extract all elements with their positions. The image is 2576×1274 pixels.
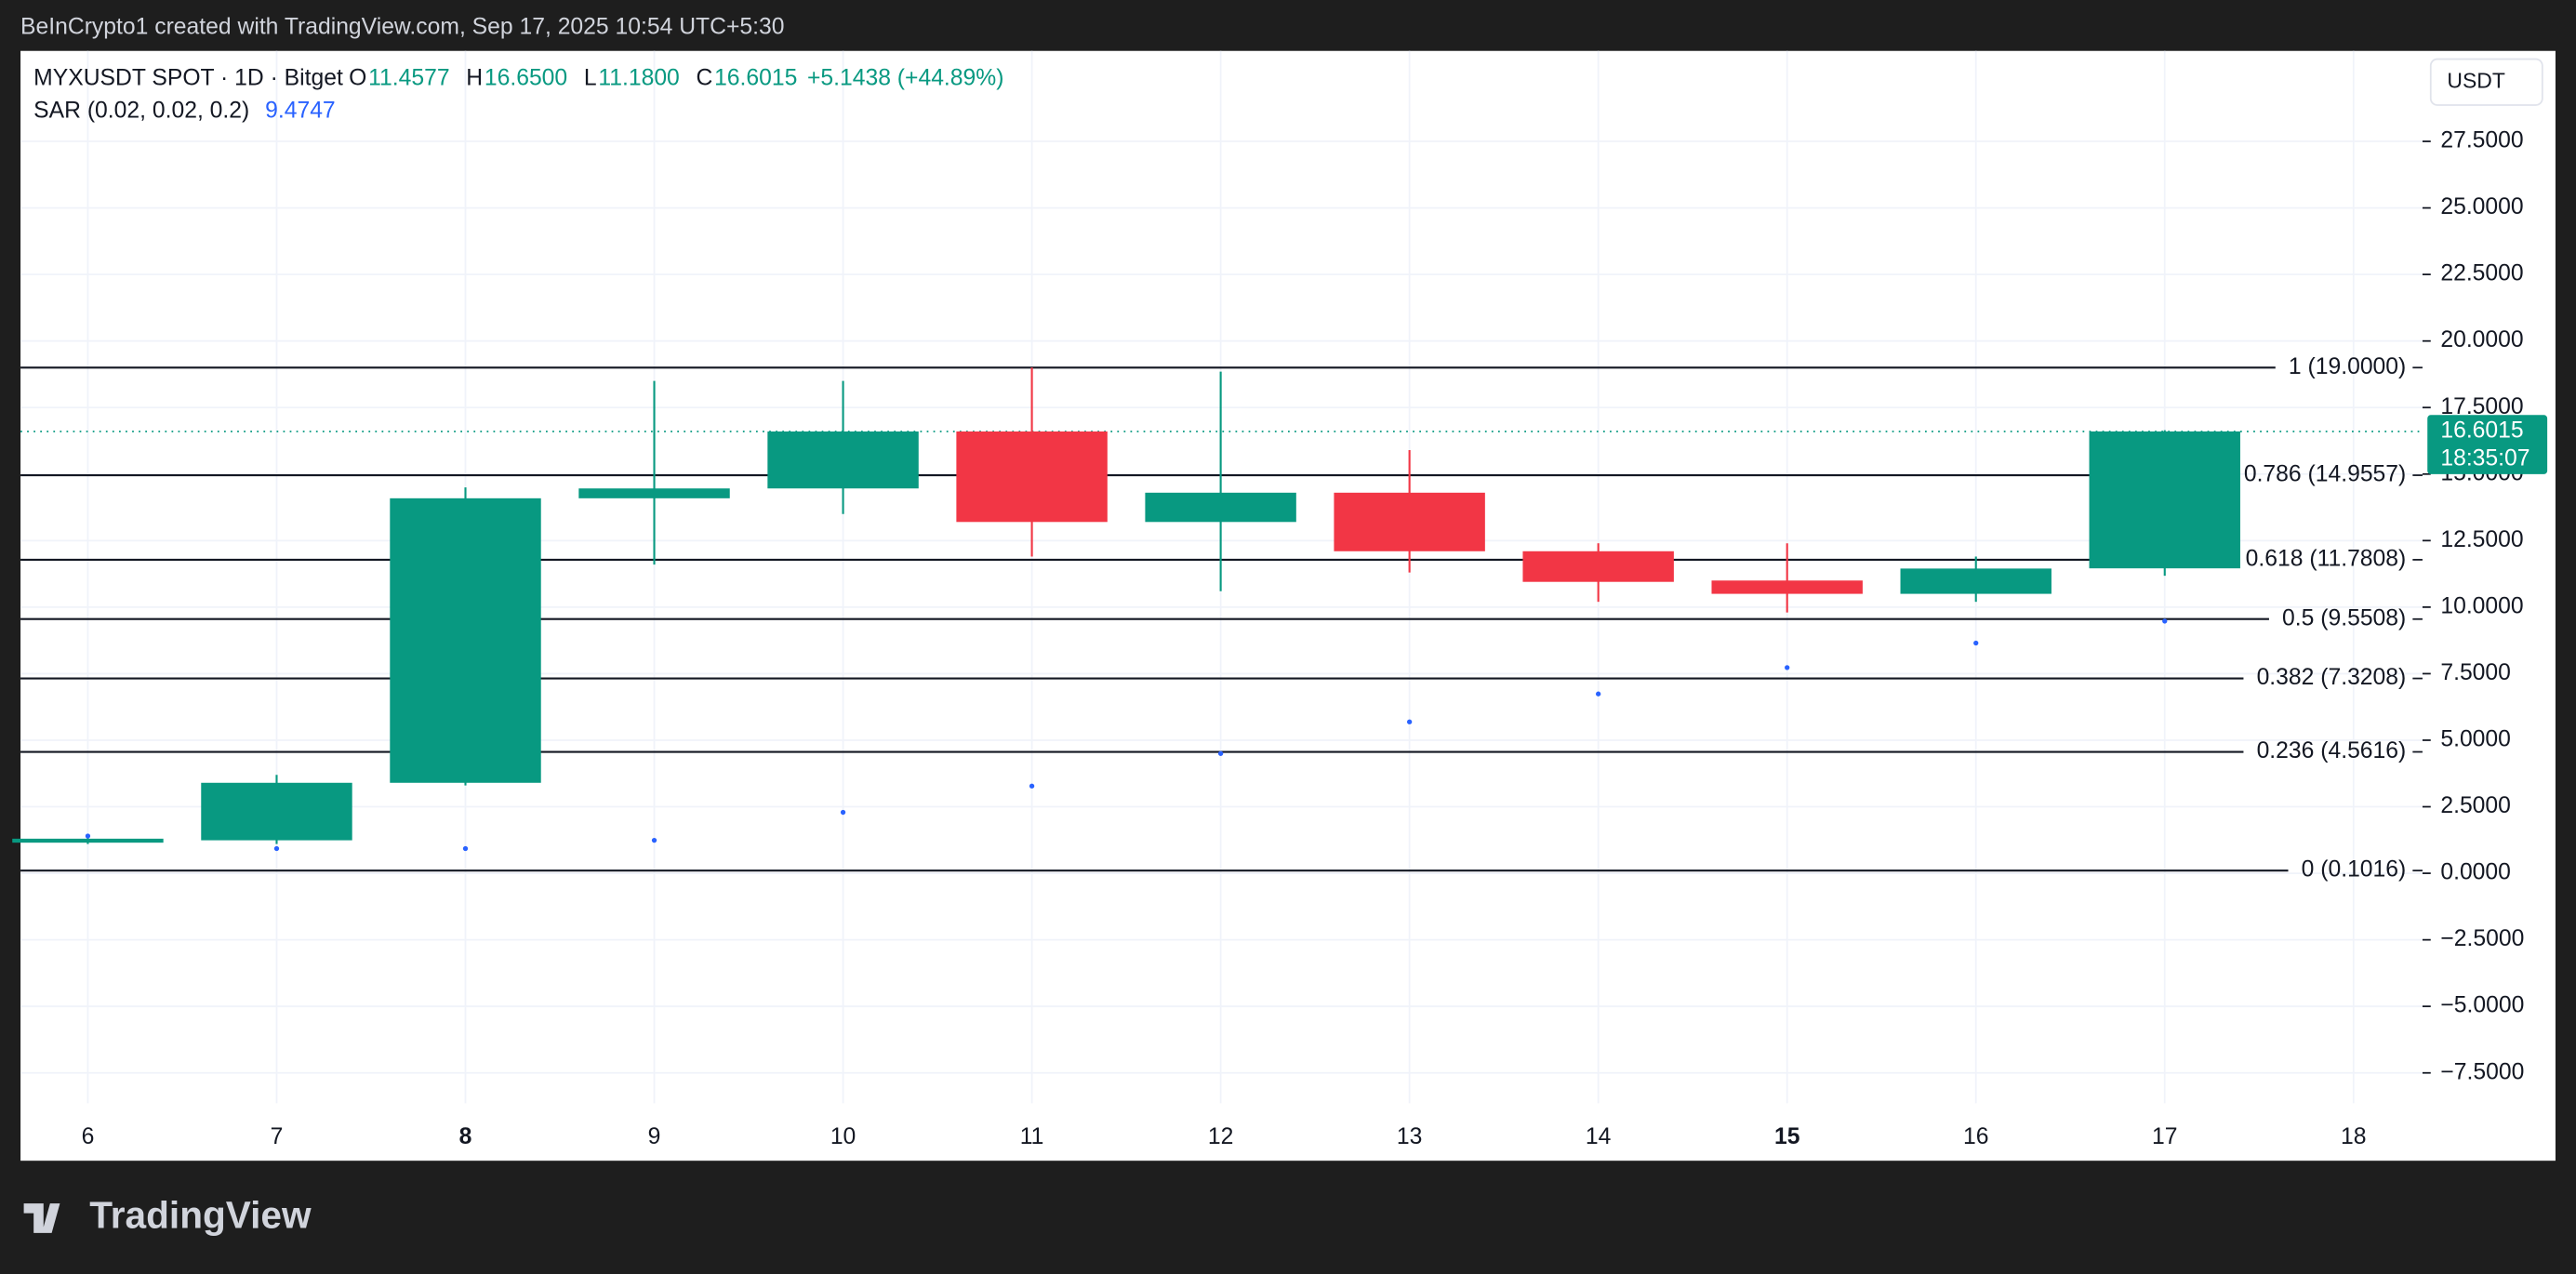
logo-icon — [23, 1203, 60, 1233]
x-tick-label: 9 — [648, 1124, 661, 1149]
x-tick-label: 6 — [82, 1124, 95, 1149]
change: +5.1438 (+44.89%) — [807, 65, 1004, 90]
logo-text: TradingView — [89, 1194, 312, 1237]
price-tag-value: 16.6015 — [2440, 418, 2523, 443]
level-label: 0.5 (9.5508) — [2282, 605, 2406, 630]
ohlc-key: H — [466, 65, 483, 90]
logo: TradingView — [23, 1194, 312, 1237]
level-label: 0.786 (14.9557) — [2244, 462, 2406, 487]
x-tick-label: 15 — [1774, 1124, 1800, 1149]
ohlc-key: C — [696, 65, 712, 90]
x-tick-label: 16 — [1963, 1124, 1988, 1149]
ohlc-value: 11.4577 — [368, 65, 449, 90]
currency[interactable]: USDT — [2447, 68, 2504, 92]
level-label: 0.236 (4.5616) — [2257, 738, 2407, 763]
x-tick-label: 7 — [271, 1124, 284, 1149]
y-tick-label: 5.0000 — [2440, 727, 2511, 752]
sar-dot — [651, 837, 657, 843]
ohlc-value: 16.6500 — [485, 65, 567, 90]
ohlc-value: 11.1800 — [598, 65, 679, 90]
candle-body — [956, 431, 1108, 523]
x-tick-label: 10 — [830, 1124, 856, 1149]
indicator-value: 9.4747 — [265, 99, 336, 124]
ohlc-key: O — [349, 65, 366, 90]
y-tick-label: −5.0000 — [2440, 993, 2524, 1018]
x-tick-label: 14 — [1586, 1124, 1612, 1149]
y-tick-label: 7.5000 — [2440, 660, 2511, 685]
overlay: MYXUSDT SPOT · 1D · Bitget SAR (0.02, 0.… — [33, 58, 2543, 124]
candle-body — [578, 488, 730, 498]
ohlc-value: 16.6015 — [714, 65, 797, 90]
sar-dot — [1596, 691, 1601, 697]
currency-button[interactable] — [2429, 58, 2543, 106]
y-tick-label: 20.0000 — [2440, 327, 2523, 352]
level-label: 0.382 (7.3208) — [2257, 665, 2407, 690]
price-tag — [2427, 415, 2548, 474]
candle-body — [1334, 492, 1485, 551]
x-tick-label: 12 — [1208, 1124, 1233, 1149]
sar-dot — [1217, 750, 1224, 756]
sar-dot — [1785, 665, 1790, 670]
candle-body — [2089, 431, 2240, 569]
countdown: 18:35:07 — [2440, 445, 2530, 471]
sar-dot — [273, 845, 280, 852]
y-tick-label: 22.5000 — [2440, 261, 2523, 286]
y-tick-label: 27.5000 — [2440, 128, 2523, 153]
candle-body — [12, 838, 164, 843]
candle-body — [1711, 580, 1863, 594]
sar-dot — [85, 833, 91, 839]
candle-body — [767, 431, 919, 489]
attribution: BeInCrypto1 created with TradingView.com… — [20, 15, 784, 40]
sar-dot — [2162, 618, 2168, 624]
x-tick-label: 13 — [1397, 1124, 1422, 1149]
indicator: SAR (0.02, 0.02, 0.2) — [33, 99, 249, 124]
plot: −7.5000 −5.0000 −2.5000 0.0000 2.5000 5.0000 7… — [12, 50, 2548, 1149]
y-tick-label: −7.5000 — [2440, 1059, 2524, 1084]
x-tick-label: 18 — [2341, 1124, 2366, 1149]
candle-body — [1900, 568, 2052, 594]
y-tick-label: 2.5000 — [2440, 793, 2511, 818]
sar-dot — [1406, 719, 1413, 724]
symbol: MYXUSDT SPOT · 1D · Bitget — [33, 65, 343, 90]
level-label: 1 (19.0000) — [2289, 354, 2406, 379]
y-tick-label: 12.5000 — [2440, 527, 2523, 552]
level-label: 0.618 (11.7808) — [2246, 546, 2407, 571]
y-tick-label: −2.5000 — [2440, 926, 2524, 951]
y-tick-label: 25.0000 — [2440, 194, 2523, 219]
x-tick-label: 8 — [459, 1124, 472, 1149]
candle-body — [1522, 551, 1674, 582]
sar-dot — [1029, 783, 1035, 789]
candle-body — [390, 498, 541, 783]
sar-dot — [462, 845, 469, 852]
level-label: 0 (0.1016) — [2302, 857, 2407, 883]
sar-dot — [840, 809, 846, 816]
x-tick-label: 11 — [1020, 1124, 1044, 1149]
sar-dot — [1973, 640, 1979, 646]
y-tick-label: 0.0000 — [2440, 860, 2511, 885]
candle-body — [201, 782, 352, 841]
y-tick-label: 17.5000 — [2440, 394, 2523, 419]
candle-body — [1145, 492, 1296, 523]
y-tick-label: 10.0000 — [2440, 593, 2523, 618]
x-tick-label: 17 — [2152, 1124, 2177, 1149]
ohlc-key: L — [584, 65, 597, 90]
